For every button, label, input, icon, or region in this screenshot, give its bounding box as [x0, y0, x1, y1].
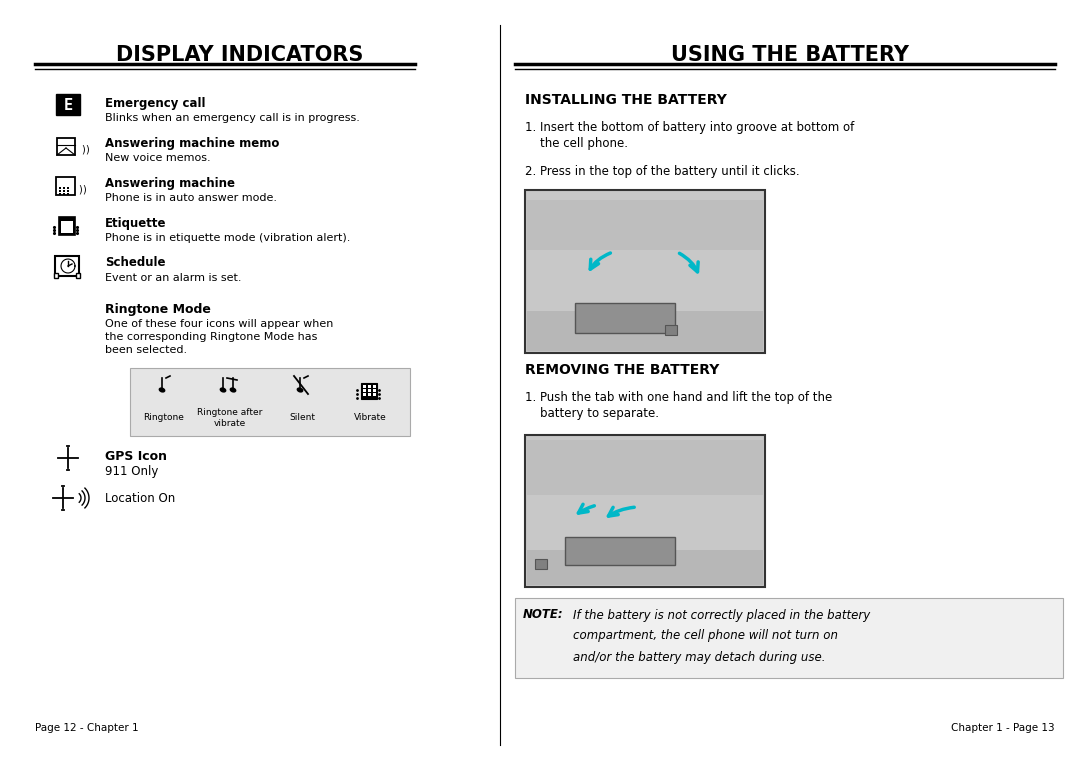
- Bar: [525, 190, 765, 353]
- Bar: [63, 187, 65, 189]
- Text: Ringtone: Ringtone: [144, 414, 185, 423]
- Bar: [67, 193, 69, 195]
- Bar: [665, 325, 677, 335]
- Bar: [57, 138, 75, 155]
- Text: 911 Only: 911 Only: [105, 465, 159, 478]
- Bar: [363, 389, 366, 392]
- Text: If the battery is not correctly placed in the battery: If the battery is not correctly placed i…: [573, 609, 870, 622]
- Text: USING THE BATTERY: USING THE BATTERY: [671, 45, 909, 65]
- Text: Schedule: Schedule: [105, 256, 165, 269]
- Text: One of these four icons will appear when: One of these four icons will appear when: [105, 319, 334, 329]
- Text: 1. Insert the bottom of battery into groove at bottom of: 1. Insert the bottom of battery into gro…: [525, 121, 854, 134]
- Bar: [59, 193, 60, 195]
- Bar: [373, 385, 376, 388]
- Bar: [527, 440, 762, 495]
- Text: Phone is in etiquette mode (vibration alert).: Phone is in etiquette mode (vibration al…: [105, 233, 350, 243]
- Text: GPS Icon: GPS Icon: [105, 449, 167, 462]
- Bar: [363, 393, 366, 396]
- Bar: [67, 190, 69, 192]
- Text: Ringtone after
vibrate: Ringtone after vibrate: [198, 408, 262, 428]
- Bar: [373, 389, 376, 392]
- Text: 2. Press in the top of the battery until it clicks.: 2. Press in the top of the battery until…: [525, 166, 799, 179]
- Text: compartment, the cell phone will not turn on: compartment, the cell phone will not tur…: [573, 629, 838, 642]
- Bar: [60, 221, 73, 233]
- Text: Answering machine: Answering machine: [105, 176, 235, 189]
- Text: been selected.: been selected.: [105, 345, 187, 355]
- Text: ): ): [81, 145, 85, 155]
- Text: Location On: Location On: [105, 491, 175, 504]
- Bar: [59, 190, 60, 192]
- Text: Emergency call: Emergency call: [105, 96, 205, 110]
- Text: Phone is in auto answer mode.: Phone is in auto answer mode.: [105, 193, 276, 203]
- Bar: [515, 598, 1063, 678]
- Text: Blinks when an emergency call is in progress.: Blinks when an emergency call is in prog…: [105, 113, 360, 123]
- Bar: [59, 217, 75, 235]
- Bar: [565, 537, 675, 565]
- Text: DISPLAY INDICATORS: DISPLAY INDICATORS: [117, 45, 364, 65]
- Ellipse shape: [297, 388, 303, 393]
- Bar: [63, 190, 65, 192]
- Bar: [368, 385, 372, 388]
- Bar: [368, 393, 372, 396]
- Text: the cell phone.: the cell phone.: [525, 137, 627, 150]
- Ellipse shape: [219, 388, 227, 393]
- Text: E: E: [64, 98, 72, 112]
- Bar: [76, 273, 80, 278]
- Ellipse shape: [159, 388, 165, 393]
- Text: REMOVING THE BATTERY: REMOVING THE BATTERY: [525, 363, 719, 377]
- Bar: [130, 368, 410, 436]
- Text: battery to separate.: battery to separate.: [525, 407, 659, 420]
- Text: New voice memos.: New voice memos.: [105, 153, 211, 163]
- Text: NOTE:: NOTE:: [523, 609, 564, 622]
- Text: 1. Push the tab with one hand and lift the top of the: 1. Push the tab with one hand and lift t…: [525, 391, 833, 404]
- Text: ): ): [82, 185, 86, 195]
- Bar: [527, 200, 762, 250]
- Text: Page 12 - Chapter 1: Page 12 - Chapter 1: [35, 723, 138, 733]
- Bar: [373, 393, 376, 396]
- Text: Answering machine memo: Answering machine memo: [105, 137, 280, 150]
- Text: ): ): [78, 185, 82, 195]
- Text: Ringtone Mode: Ringtone Mode: [105, 304, 211, 317]
- Text: and/or the battery may detach during use.: and/or the battery may detach during use…: [573, 651, 825, 664]
- Bar: [54, 273, 58, 278]
- Text: the corresponding Ringtone Mode has: the corresponding Ringtone Mode has: [105, 332, 318, 342]
- Ellipse shape: [230, 388, 237, 393]
- Bar: [525, 435, 765, 587]
- Text: Chapter 1 - Page 13: Chapter 1 - Page 13: [951, 723, 1055, 733]
- Bar: [368, 389, 372, 392]
- Text: INSTALLING THE BATTERY: INSTALLING THE BATTERY: [525, 93, 727, 107]
- Bar: [575, 303, 675, 333]
- Bar: [63, 193, 65, 195]
- Bar: [59, 187, 60, 189]
- Bar: [527, 311, 762, 351]
- Bar: [55, 256, 79, 276]
- Bar: [535, 559, 546, 569]
- Bar: [56, 94, 80, 115]
- Text: Vibrate: Vibrate: [353, 414, 387, 423]
- Bar: [361, 383, 377, 399]
- Bar: [363, 385, 366, 388]
- Bar: [56, 177, 75, 195]
- Text: ): ): [85, 145, 89, 155]
- Text: Etiquette: Etiquette: [105, 217, 166, 230]
- Bar: [527, 550, 762, 585]
- Text: Event or an alarm is set.: Event or an alarm is set.: [105, 273, 242, 283]
- Bar: [67, 187, 69, 189]
- Text: Silent: Silent: [289, 414, 315, 423]
